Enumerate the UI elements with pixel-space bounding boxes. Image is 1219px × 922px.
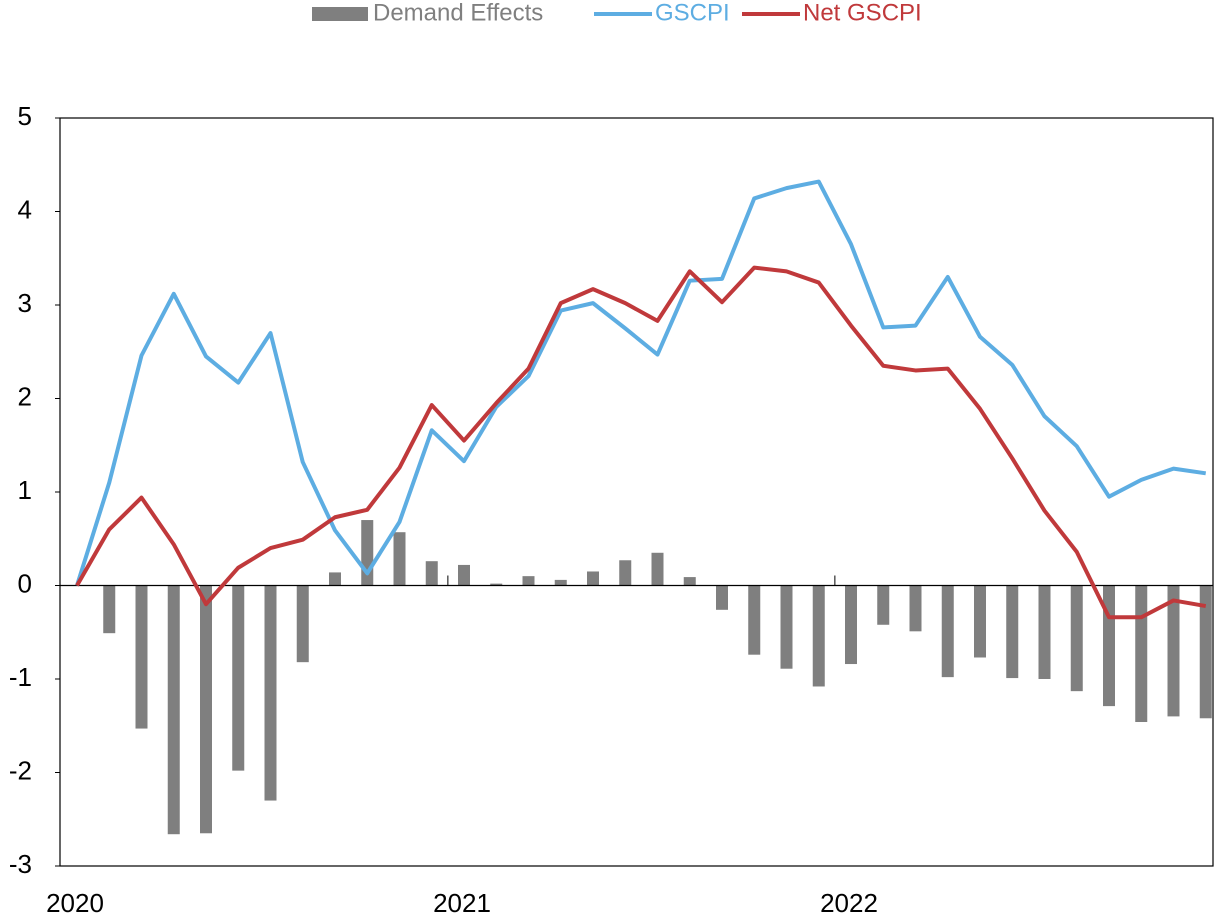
bar <box>1038 585 1051 679</box>
x-tick-label: 2022 <box>820 888 878 918</box>
bar <box>458 564 470 586</box>
bar <box>845 585 857 665</box>
y-tick-label: -3 <box>9 849 32 879</box>
bar <box>264 585 277 801</box>
bar <box>812 585 825 687</box>
bar <box>1167 585 1180 717</box>
x-tick-label: 2020 <box>46 888 104 918</box>
bar <box>167 585 180 835</box>
bar <box>1006 585 1019 679</box>
bar <box>425 561 438 586</box>
bar <box>716 585 728 610</box>
y-tick-label: 0 <box>18 568 32 598</box>
x-tick-label: 2021 <box>433 888 491 918</box>
bar <box>651 552 664 586</box>
bar <box>780 585 793 669</box>
legend-label: Net GSCPI <box>803 0 922 26</box>
bar <box>554 579 567 586</box>
y-tick-label: 4 <box>18 194 32 224</box>
y-tick-label: 2 <box>18 381 32 411</box>
bar <box>974 585 986 658</box>
bar <box>522 576 535 586</box>
bar <box>490 583 503 586</box>
bar <box>393 532 406 586</box>
line <box>75 179 1207 587</box>
bar <box>587 571 599 586</box>
bar <box>619 560 632 586</box>
bar <box>232 585 245 771</box>
y-tick-label: 3 <box>18 288 32 318</box>
y-tick-label: 5 <box>18 101 32 131</box>
bar <box>748 585 761 655</box>
y-tick-label: -2 <box>9 755 32 785</box>
legend-label: GSCPI <box>655 0 730 26</box>
bar <box>877 585 890 625</box>
bar <box>361 520 374 586</box>
bar <box>1199 585 1212 719</box>
bar <box>1103 585 1115 707</box>
bar <box>909 585 922 632</box>
line <box>75 265 1207 620</box>
bar <box>1070 585 1083 692</box>
bar <box>329 572 341 586</box>
legend-swatch <box>312 7 368 21</box>
bar <box>941 585 954 678</box>
bar <box>296 585 309 663</box>
y-tick-label: -1 <box>9 662 32 692</box>
bar <box>1135 585 1148 723</box>
legend-label: Demand Effects <box>373 0 543 26</box>
bar <box>683 577 696 586</box>
bar <box>200 585 212 834</box>
bar <box>135 585 148 729</box>
bar <box>103 585 116 634</box>
y-tick-label: 1 <box>18 475 32 505</box>
